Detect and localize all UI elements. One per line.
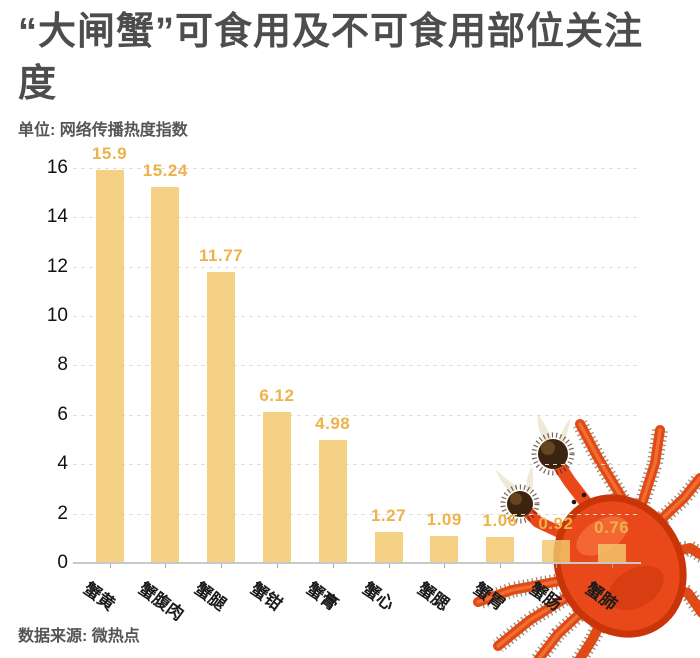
x-category-label: 蟹膏 xyxy=(302,579,342,615)
y-tick-label: 4 xyxy=(57,453,68,475)
bar xyxy=(262,411,291,563)
x-axis-line xyxy=(73,562,641,564)
x-category-label: 蟹肺 xyxy=(581,579,621,615)
y-tick-label: 6 xyxy=(57,403,68,425)
y-tick-label: 12 xyxy=(46,255,68,277)
x-category-label: 蟹心 xyxy=(358,579,398,615)
x-tick xyxy=(500,564,502,568)
y-tick-label: 0 xyxy=(57,552,68,573)
unit-label: 单位: 网络传播热度指数 xyxy=(18,122,188,139)
x-category-label: 蟹黄 xyxy=(79,579,119,615)
x-tick xyxy=(165,564,167,568)
bar-value-label: 1.27 xyxy=(370,505,407,525)
y-tick-label: 8 xyxy=(57,354,68,376)
bar xyxy=(597,544,626,563)
y-tick-label: 14 xyxy=(46,206,68,228)
x-tick xyxy=(388,564,390,568)
x-tick xyxy=(221,564,223,568)
x-category-label: 蟹腿 xyxy=(190,579,230,615)
gridline xyxy=(73,167,641,169)
gridline xyxy=(73,316,641,317)
x-tick xyxy=(555,564,557,568)
crab-image xyxy=(473,414,700,658)
page-title-line2: 度 xyxy=(18,63,58,105)
bar xyxy=(207,272,236,563)
x-tick xyxy=(444,564,446,568)
x-tick xyxy=(332,564,334,568)
y-tick-label: 2 xyxy=(57,502,68,524)
x-tick xyxy=(611,564,613,568)
y-tick-label: 10 xyxy=(46,305,68,326)
bar-value-label: 0.92 xyxy=(538,514,574,534)
gridline xyxy=(73,414,641,416)
y-tick-label: 16 xyxy=(46,156,68,178)
bar xyxy=(486,536,515,563)
bar-value-label: 15.9 xyxy=(91,144,128,164)
gridline xyxy=(73,266,641,268)
x-tick xyxy=(109,564,111,568)
bar-value-label: 11.77 xyxy=(199,246,244,266)
gridline xyxy=(73,217,641,219)
gridline xyxy=(73,365,641,367)
bar-value-label: 0.76 xyxy=(594,518,630,538)
page-title: “大闸蟹”可食用及不可食用部位关注 度 xyxy=(18,6,686,110)
x-category-label: 蟹腮 xyxy=(414,579,453,615)
bar xyxy=(541,540,570,563)
bar xyxy=(318,439,347,563)
x-category-label: 蟹腹肉 xyxy=(135,579,188,625)
bar-value-label: 4.98 xyxy=(315,413,351,433)
page-title-line1: “大闸蟹”可食用及不可食用部位关注 xyxy=(18,11,644,53)
bar xyxy=(95,170,124,563)
bar xyxy=(374,531,403,563)
bar-value-label: 6.12 xyxy=(259,385,295,405)
bar-value-label: 15.24 xyxy=(142,160,188,180)
source-label: 数据来源: 微热点 xyxy=(18,628,140,645)
x-category-label: 蟹胃 xyxy=(469,579,509,615)
x-tick xyxy=(276,564,278,568)
bar-value-label: 1.09 xyxy=(426,510,462,530)
bar xyxy=(430,536,459,563)
bar xyxy=(151,186,180,563)
gridline xyxy=(73,513,641,515)
gridline xyxy=(73,464,641,466)
x-category-label: 蟹钳 xyxy=(246,579,286,615)
bar-value-label: 1.06 xyxy=(482,510,518,530)
x-category-label: 蟹肠 xyxy=(525,579,565,615)
